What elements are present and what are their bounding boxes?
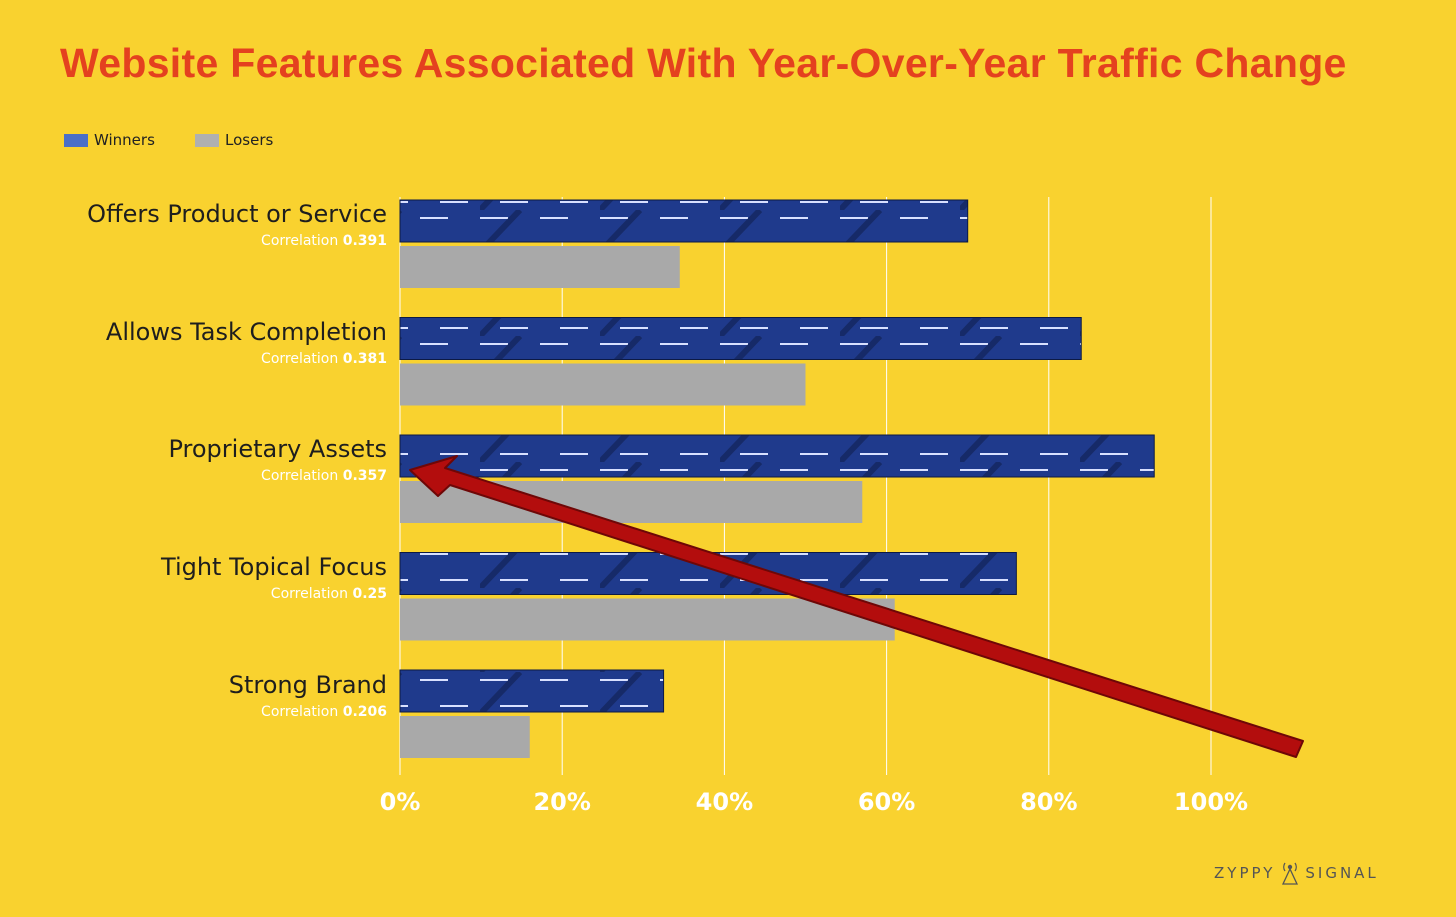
legend-swatch-winners — [64, 133, 88, 147]
bar-losers — [400, 246, 680, 288]
signal-tower-icon — [1282, 862, 1299, 885]
x-tick-label: 80% — [1020, 788, 1077, 816]
brand-name-right: SIGNAL — [1305, 864, 1379, 882]
category-label-offers-product: Offers Product or Service — [87, 200, 387, 228]
correlation-value: 0.391 — [342, 233, 387, 249]
bar-winners — [399, 669, 665, 713]
bar-losers — [400, 363, 806, 406]
legend-item-losers: Losers — [195, 131, 273, 149]
legend-label-losers: Losers — [225, 131, 274, 149]
bar-losers — [400, 716, 530, 758]
correlation-offers-product: Correlation 0.391 — [261, 233, 387, 249]
bar-winners — [399, 199, 969, 243]
correlation-task-completion: Correlation 0.381 — [261, 351, 387, 367]
category-label-strong-brand: Strong Brand — [228, 671, 387, 699]
legend-swatch-losers — [195, 133, 219, 147]
x-tick-label: 60% — [858, 788, 915, 816]
legend-label-winners: Winners — [94, 131, 155, 149]
arrow-shape — [409, 455, 1304, 758]
bar-losers — [400, 598, 895, 641]
correlation-value: 0.25 — [352, 586, 387, 602]
x-axis-ticks: 0% 20% 40% 60% 80% 100% — [380, 788, 1248, 816]
correlation-proprietary-assets: Correlation 0.357 — [261, 468, 387, 484]
correlation-topical-focus: Correlation 0.25 — [271, 586, 387, 602]
bar-winners — [399, 317, 1082, 360]
brand-logo: ZYPPY SIGNAL — [1214, 860, 1379, 886]
x-tick-label: 0% — [380, 788, 421, 816]
correlation-word: Correlation — [270, 586, 348, 602]
correlation-word: Correlation — [261, 468, 339, 484]
correlation-word: Correlation — [261, 351, 339, 367]
correlation-strong-brand: Correlation 0.206 — [261, 704, 387, 720]
correlation-value: 0.381 — [342, 351, 387, 367]
category-label-task-completion: Allows Task Completion — [105, 318, 387, 346]
chart-title: Website Features Associated With Year-Ov… — [60, 40, 1347, 86]
category-label-topical-focus: Tight Topical Focus — [161, 553, 387, 581]
correlation-word: Correlation — [261, 704, 339, 720]
x-tick-label: 20% — [533, 788, 590, 816]
correlation-value: 0.357 — [342, 468, 387, 484]
correlation-word: Correlation — [261, 233, 339, 249]
x-tick-label: 40% — [696, 788, 753, 816]
correlation-value: 0.206 — [342, 704, 387, 720]
brand-name-left: ZYPPY — [1214, 864, 1276, 882]
bar-winners — [399, 552, 1017, 595]
bar-winners — [399, 434, 1155, 478]
annotation-arrow — [409, 455, 1304, 758]
legend-item-winners: Winners — [64, 131, 155, 149]
category-label-proprietary-assets: Proprietary Assets — [168, 435, 387, 463]
bars — [399, 199, 1155, 758]
x-tick-label: 100% — [1174, 788, 1248, 816]
